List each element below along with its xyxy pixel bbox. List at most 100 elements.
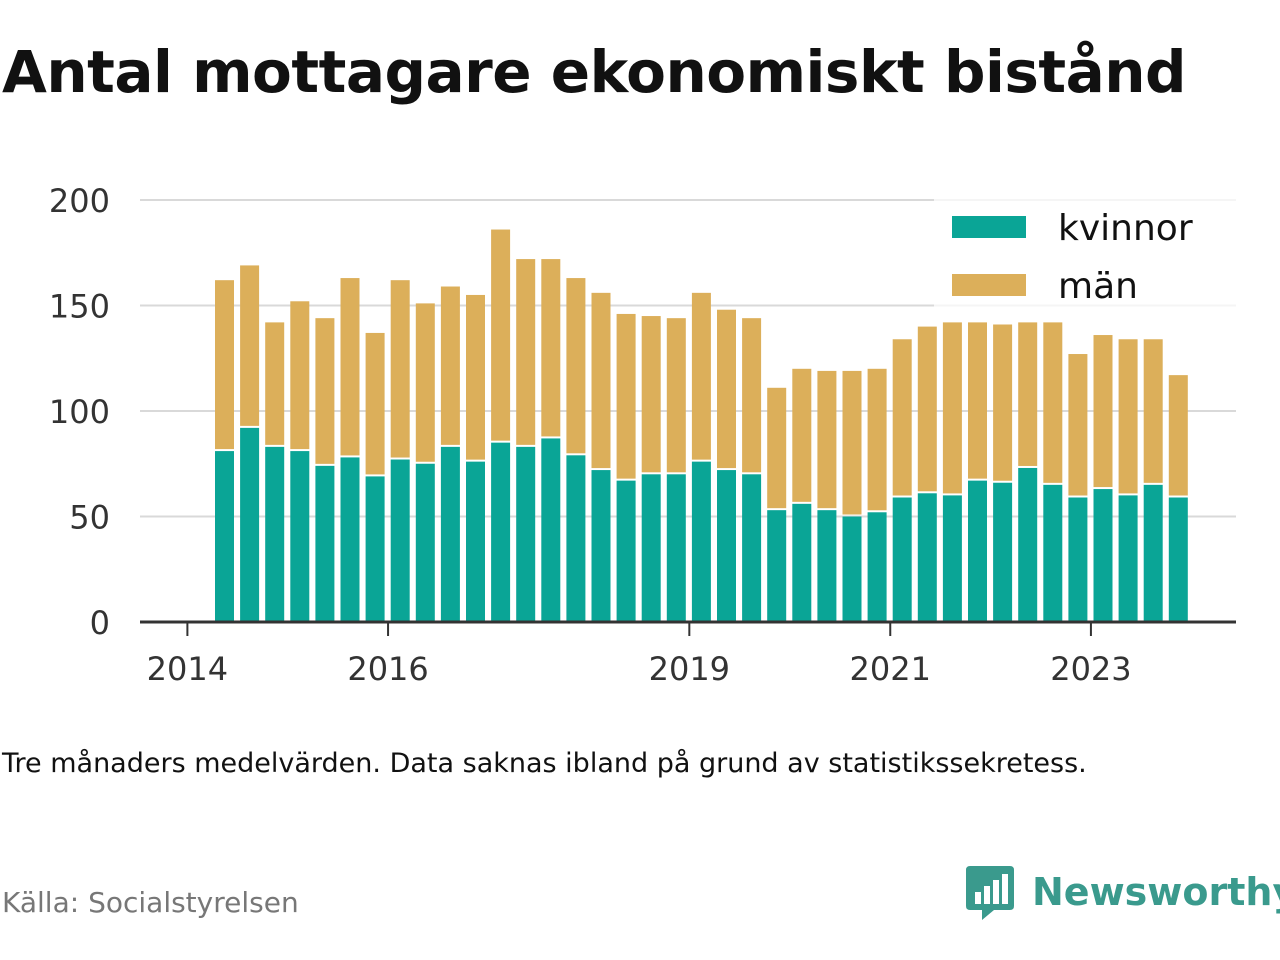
bar-man bbox=[817, 370, 837, 509]
bar-man bbox=[1018, 322, 1038, 466]
x-tick-label: 2014 bbox=[147, 650, 228, 688]
bar-man bbox=[1093, 335, 1113, 488]
bar-kvinnor bbox=[616, 480, 636, 622]
bar-kvinnor bbox=[717, 470, 736, 622]
bar-kvinnor bbox=[942, 495, 962, 622]
bar-man bbox=[917, 326, 937, 492]
x-tick-label: 2021 bbox=[850, 650, 931, 688]
bar-kvinnor bbox=[340, 457, 360, 622]
bar-man bbox=[968, 322, 987, 479]
bar-kvinnor bbox=[1093, 489, 1113, 622]
chart-title: Antal mottagare ekonomiskt bistånd bbox=[2, 38, 1187, 106]
bar-man bbox=[290, 301, 310, 450]
bar-kvinnor bbox=[767, 510, 787, 622]
bar-kvinnor bbox=[666, 474, 686, 622]
x-axis bbox=[140, 620, 1236, 636]
bar-man bbox=[541, 259, 561, 437]
bar-kvinnor bbox=[1168, 497, 1188, 622]
bar-kvinnor bbox=[1043, 484, 1063, 622]
bar-kvinnor bbox=[591, 470, 611, 622]
bar-kvinnor bbox=[365, 476, 385, 622]
bar-kvinnor bbox=[968, 480, 987, 622]
bar-man bbox=[717, 309, 736, 469]
bar-kvinnor bbox=[867, 512, 887, 622]
bar-kvinnor bbox=[265, 446, 285, 622]
newsworthy-logo-icon bbox=[966, 866, 1014, 920]
y-tick-label: 200 bbox=[49, 182, 110, 220]
bar-kvinnor bbox=[466, 461, 485, 622]
bar-kvinnor bbox=[1143, 484, 1163, 622]
bar-man bbox=[365, 332, 385, 475]
legend-swatch bbox=[952, 274, 1026, 296]
bar-kvinnor bbox=[817, 510, 837, 622]
bar-kvinnor bbox=[641, 474, 661, 622]
bar-man bbox=[691, 292, 711, 460]
bar-man bbox=[566, 278, 586, 454]
x-tick-label: 2023 bbox=[1050, 650, 1131, 688]
bar-man bbox=[491, 229, 511, 441]
legend-swatch bbox=[952, 216, 1026, 238]
legend-label: kvinnor bbox=[1058, 208, 1193, 249]
bar-man bbox=[1168, 375, 1188, 496]
bar-man bbox=[315, 318, 335, 464]
bar-man bbox=[1118, 339, 1138, 494]
bar-man bbox=[591, 292, 611, 469]
bar-man bbox=[265, 322, 285, 445]
bar-kvinnor bbox=[993, 482, 1013, 622]
bar-kvinnor bbox=[215, 451, 234, 622]
bar-kvinnor bbox=[440, 446, 460, 622]
bar-kvinnor bbox=[1118, 495, 1138, 622]
bar-man bbox=[1068, 354, 1088, 496]
bar-man bbox=[516, 259, 536, 445]
bar-man bbox=[892, 339, 912, 496]
bar-kvinnor bbox=[541, 438, 561, 622]
bar-kvinnor bbox=[842, 516, 862, 622]
bar-kvinnor bbox=[415, 463, 435, 622]
bar-kvinnor bbox=[516, 446, 536, 622]
legend: kvinnor män bbox=[934, 198, 1236, 308]
bar-man bbox=[1143, 339, 1163, 483]
bar-man bbox=[842, 370, 862, 515]
bar-kvinnor bbox=[917, 493, 937, 622]
source-text: Källa: Socialstyrelsen bbox=[2, 886, 299, 919]
y-axis-tick-labels: 0 50 100 150 200 bbox=[49, 182, 110, 642]
x-axis-tick-labels: 2014 2016 2019 2021 2023 bbox=[147, 650, 1132, 688]
stacked-bar-chart: 0 50 100 150 200 2014 2016 2019 2021 2023 kvinno… bbox=[49, 182, 1236, 688]
bar-man bbox=[867, 368, 887, 511]
bar-kvinnor bbox=[566, 455, 586, 622]
bar-man bbox=[767, 387, 787, 509]
bar-kvinnor bbox=[315, 465, 335, 622]
bar-man bbox=[1043, 322, 1063, 483]
bar-man bbox=[340, 278, 360, 456]
bar-man bbox=[390, 280, 410, 458]
bar-kvinnor bbox=[792, 503, 812, 622]
bar-kvinnor bbox=[892, 497, 912, 622]
chart-note: Tre månaders medelvärden. Data saknas ib… bbox=[2, 748, 1087, 779]
bar-kvinnor bbox=[691, 461, 711, 622]
bar-man bbox=[616, 313, 636, 479]
y-tick-label: 50 bbox=[69, 499, 110, 537]
bar-man bbox=[466, 294, 485, 460]
y-tick-label: 100 bbox=[49, 393, 110, 431]
bar-kvinnor bbox=[290, 451, 310, 622]
y-tick-label: 150 bbox=[49, 288, 110, 326]
bar-man bbox=[666, 318, 686, 473]
bar-man bbox=[942, 322, 962, 494]
bars bbox=[215, 229, 1188, 622]
bar-kvinnor bbox=[390, 459, 410, 622]
x-tick-label: 2016 bbox=[347, 650, 428, 688]
bar-kvinnor bbox=[240, 427, 260, 622]
bar-man bbox=[240, 265, 260, 426]
bar-man bbox=[415, 303, 435, 462]
y-tick-label: 0 bbox=[90, 604, 110, 642]
bar-man bbox=[215, 280, 234, 450]
brand-name: Newsworthy bbox=[1032, 870, 1280, 914]
brand-logo: Newsworthy bbox=[964, 862, 1280, 922]
x-tick-label: 2019 bbox=[649, 650, 730, 688]
bar-kvinnor bbox=[1068, 497, 1088, 622]
bar-kvinnor bbox=[742, 474, 762, 622]
legend-label: män bbox=[1058, 266, 1138, 307]
bar-man bbox=[440, 286, 460, 445]
bar-kvinnor bbox=[491, 442, 511, 622]
bar-man bbox=[641, 316, 661, 473]
